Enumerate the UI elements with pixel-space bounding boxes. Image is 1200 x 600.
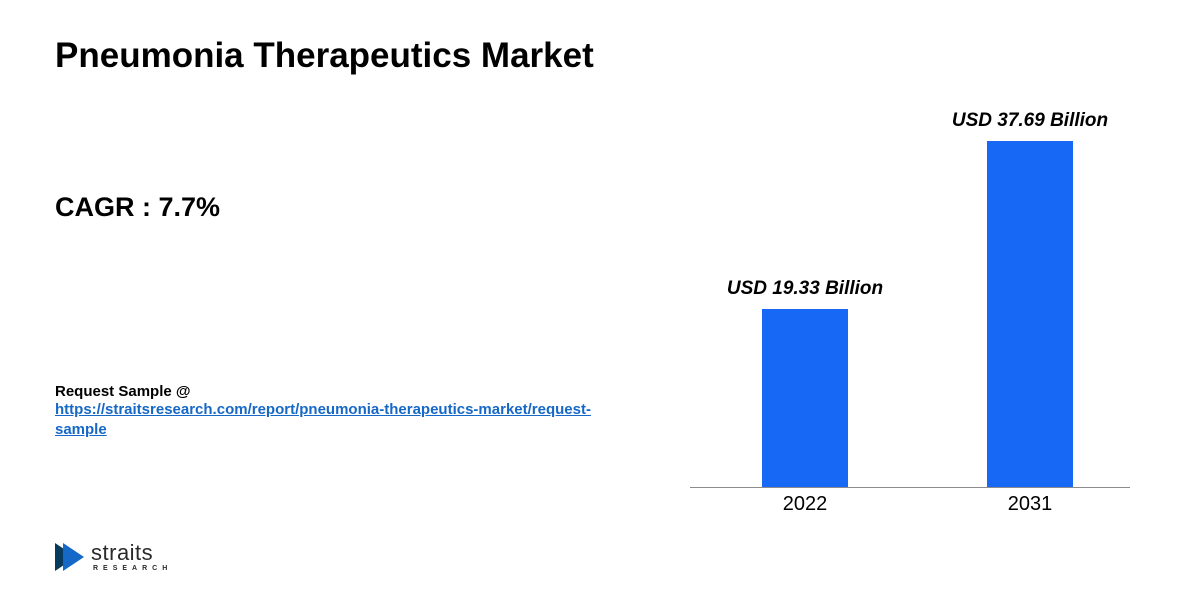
bar (762, 309, 848, 487)
logo: straits RESEARCH (55, 542, 172, 572)
cagr-text: CAGR : 7.7% (55, 192, 630, 223)
logo-sub: RESEARCH (93, 565, 172, 572)
request-label: Request Sample @ (55, 383, 630, 400)
logo-text: straits RESEARCH (91, 542, 172, 572)
bar (987, 141, 1073, 487)
logo-main: straits (91, 542, 172, 564)
left-panel: Pneumonia Therapeutics Market CAGR : 7.7… (0, 0, 660, 600)
request-sample-block: Request Sample @ https://straitsresearch… (55, 383, 630, 441)
bar-value-label: USD 19.33 Billion (727, 278, 883, 300)
logo-mark-icon (55, 542, 85, 572)
page-title: Pneumonia Therapeutics Market (55, 35, 630, 77)
infographic-container: Pneumonia Therapeutics Market CAGR : 7.7… (0, 0, 1200, 600)
bar-value-label: USD 37.69 Billion (952, 110, 1108, 132)
bar-chart: USD 19.33 Billion2022USD 37.69 Billion20… (690, 108, 1130, 488)
bar-category-label: 2022 (783, 493, 828, 516)
chart-baseline (690, 487, 1130, 488)
chart-panel: USD 19.33 Billion 2022 USD 37.69 Billion 20… (660, 0, 1200, 600)
request-link[interactable]: https://straitsresearch.com/report/pneum… (55, 400, 595, 441)
bar-category-label: 2031 (1008, 493, 1053, 516)
